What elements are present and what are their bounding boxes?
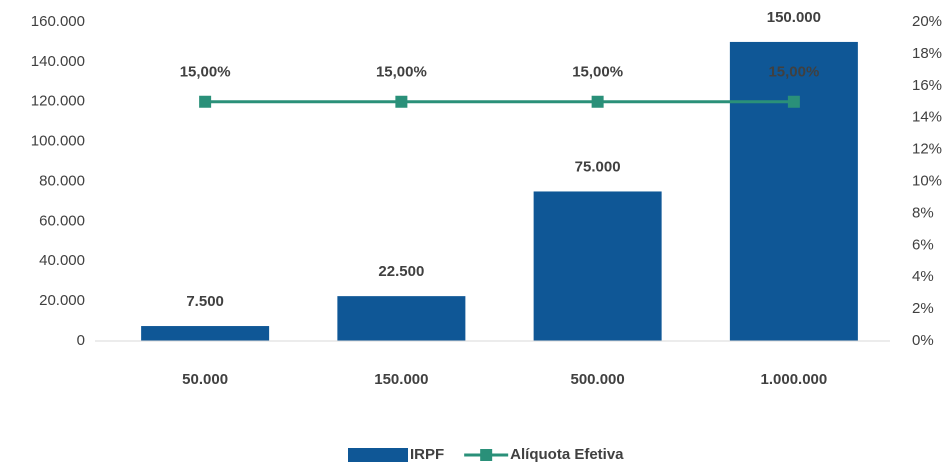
bar bbox=[141, 326, 270, 341]
x-tick-label: 50.000 bbox=[182, 371, 228, 388]
y-tick-label: 140.000 bbox=[31, 53, 85, 70]
bar bbox=[533, 191, 662, 341]
line-marker bbox=[199, 95, 212, 108]
y2-tick-label: 20% bbox=[912, 13, 942, 30]
bar bbox=[337, 296, 466, 341]
y2-tick-label: 6% bbox=[912, 236, 934, 253]
y-tick-label: 40.000 bbox=[39, 252, 85, 269]
data-label: 22.500 bbox=[378, 263, 424, 280]
y-tick-label: 0 bbox=[77, 332, 85, 349]
data-label: 7.500 bbox=[186, 293, 224, 310]
data-label: 15,00% bbox=[572, 64, 623, 81]
legend-label: IRPF bbox=[410, 446, 444, 463]
line-marker bbox=[591, 95, 604, 108]
x-tick-label: 1.000.000 bbox=[761, 371, 828, 388]
y2-tick-label: 4% bbox=[912, 268, 934, 285]
y2-tick-label: 0% bbox=[912, 332, 934, 349]
y2-tick-label: 16% bbox=[912, 77, 942, 94]
y2-tick-label: 18% bbox=[912, 45, 942, 62]
x-tick-label: 150.000 bbox=[374, 371, 428, 388]
y-tick-label: 160.000 bbox=[31, 13, 85, 30]
line-marker bbox=[787, 95, 800, 108]
y2-tick-label: 10% bbox=[912, 172, 942, 189]
legend-swatch bbox=[348, 448, 408, 462]
y-tick-label: 20.000 bbox=[39, 292, 85, 309]
y2-tick-label: 14% bbox=[912, 109, 942, 126]
data-label: 15,00% bbox=[376, 64, 427, 81]
data-label: 15,00% bbox=[768, 64, 819, 81]
data-label: 150.000 bbox=[767, 9, 821, 26]
y2-tick-label: 12% bbox=[912, 141, 942, 158]
legend-swatch bbox=[480, 449, 493, 461]
data-label: 15,00% bbox=[180, 64, 231, 81]
y2-tick-label: 2% bbox=[912, 300, 934, 317]
data-label: 75.000 bbox=[575, 158, 621, 175]
y2-tick-label: 8% bbox=[912, 204, 934, 221]
y-tick-label: 80.000 bbox=[39, 172, 85, 189]
x-tick-label: 500.000 bbox=[571, 371, 625, 388]
y-tick-label: 60.000 bbox=[39, 212, 85, 229]
y-tick-label: 120.000 bbox=[31, 93, 85, 110]
bar bbox=[729, 41, 858, 341]
legend-label: Alíquota Efetiva bbox=[510, 446, 624, 463]
line-marker bbox=[395, 95, 408, 108]
y-tick-label: 100.000 bbox=[31, 133, 85, 150]
